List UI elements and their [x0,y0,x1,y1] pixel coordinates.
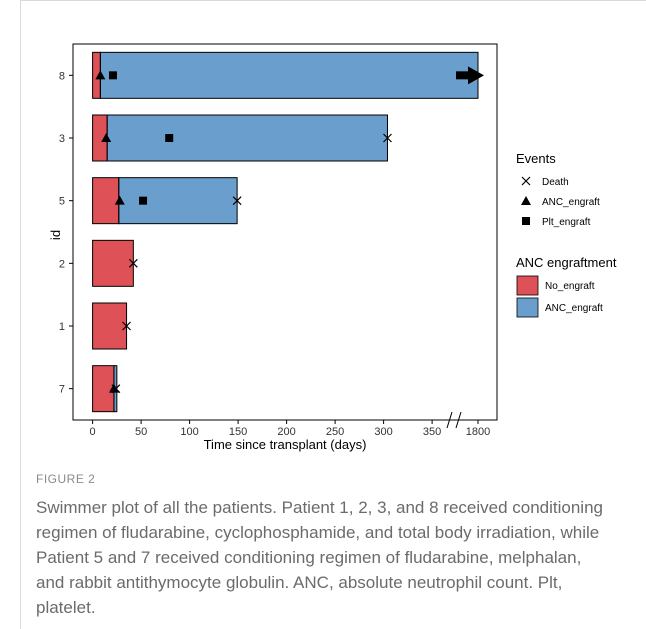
bar-no-engraft-1 [92,303,127,349]
legend-fill-label-ANC_engraft: ANC_engraft [545,303,603,314]
bar-anc-engraft-5 [118,177,238,224]
event-anc-engraft-7 [108,383,119,393]
event-anc-engraft-5 [114,195,125,205]
ongoing-arrow-head-8 [468,66,484,85]
figure-left-rule [20,0,21,629]
legend-fill-label-No_engraft: No_engraft [545,281,595,292]
bar-no-engraft-8 [92,52,101,99]
y-tick-label-8: 8 [59,70,65,82]
y-tick-label-7: 7 [59,384,65,396]
figure-caption: Swimmer plot of all the patients. Patien… [36,498,603,617]
x-tick-label-250: 250 [326,426,344,438]
x-tick-label-0: 0 [90,426,96,438]
legend-anc-engraft-icon [521,196,531,205]
legend-plt-engraft-icon [522,217,530,225]
plot-panel [72,43,498,421]
event-death-7 [111,384,121,394]
x-tick-label-100: 100 [180,426,198,438]
bar-no-engraft-2 [92,240,134,287]
event-anc-engraft-8 [95,70,106,80]
bar-anc-engraft-3 [107,115,388,161]
x-tick-label-1800: 1800 [466,426,490,438]
event-plt-engraft-5 [139,196,148,205]
legend-death-icon [521,176,531,186]
x-tick-label-50: 50 [135,426,147,438]
figure-label: FIGURE 2 [36,472,96,486]
event-death-2 [128,258,138,268]
bar-no-engraft-7 [92,365,114,412]
x-axis-title: Time since transplant (days) [204,437,367,452]
bar-no-engraft-3 [92,115,108,161]
legend-anc-title: ANC engraftment [516,255,617,270]
y-tick-label-3: 3 [59,133,65,145]
y-tick-label-1: 1 [59,321,65,333]
event-anc-engraft-3 [101,133,112,142]
x-tick-label-350: 350 [423,426,441,438]
figure-top-rule [20,0,646,1]
x-tick-label-150: 150 [229,426,247,438]
x-tick-label-200: 200 [277,426,295,438]
event-plt-engraft-8 [108,71,117,80]
y-tick-label-5: 5 [59,196,65,208]
legend-event-label-Death: Death [542,177,569,188]
legend-event-label-ANC_engraft: ANC_engraft [542,197,600,208]
event-death-3 [383,133,392,143]
bar-no-engraft-5 [92,177,119,224]
legend-event-label-Plt_engraft: Plt_engraft [542,217,591,228]
legend-events-title: Events [516,151,556,166]
event-death-1 [122,321,131,331]
event-plt-engraft-3 [165,134,174,142]
bar-anc-engraft-8 [100,52,479,99]
axis-break-mark-right [455,411,462,429]
legend-swatch-No_engraft [516,275,539,296]
swimmer-plot: 8 3 5 2 1 7 0 50 100 150 200 250 300 350 1800 Time sinc… [48,43,617,452]
legend-swatch-ANC_engraft [516,297,539,318]
event-death-5 [232,196,242,206]
ongoing-arrow-shaft-8 [456,71,470,80]
axis-break-mark-left [446,411,453,429]
y-tick-label-2: 2 [59,258,65,270]
y-axis-title: id [48,230,63,240]
x-tick-label-300: 300 [374,426,392,438]
